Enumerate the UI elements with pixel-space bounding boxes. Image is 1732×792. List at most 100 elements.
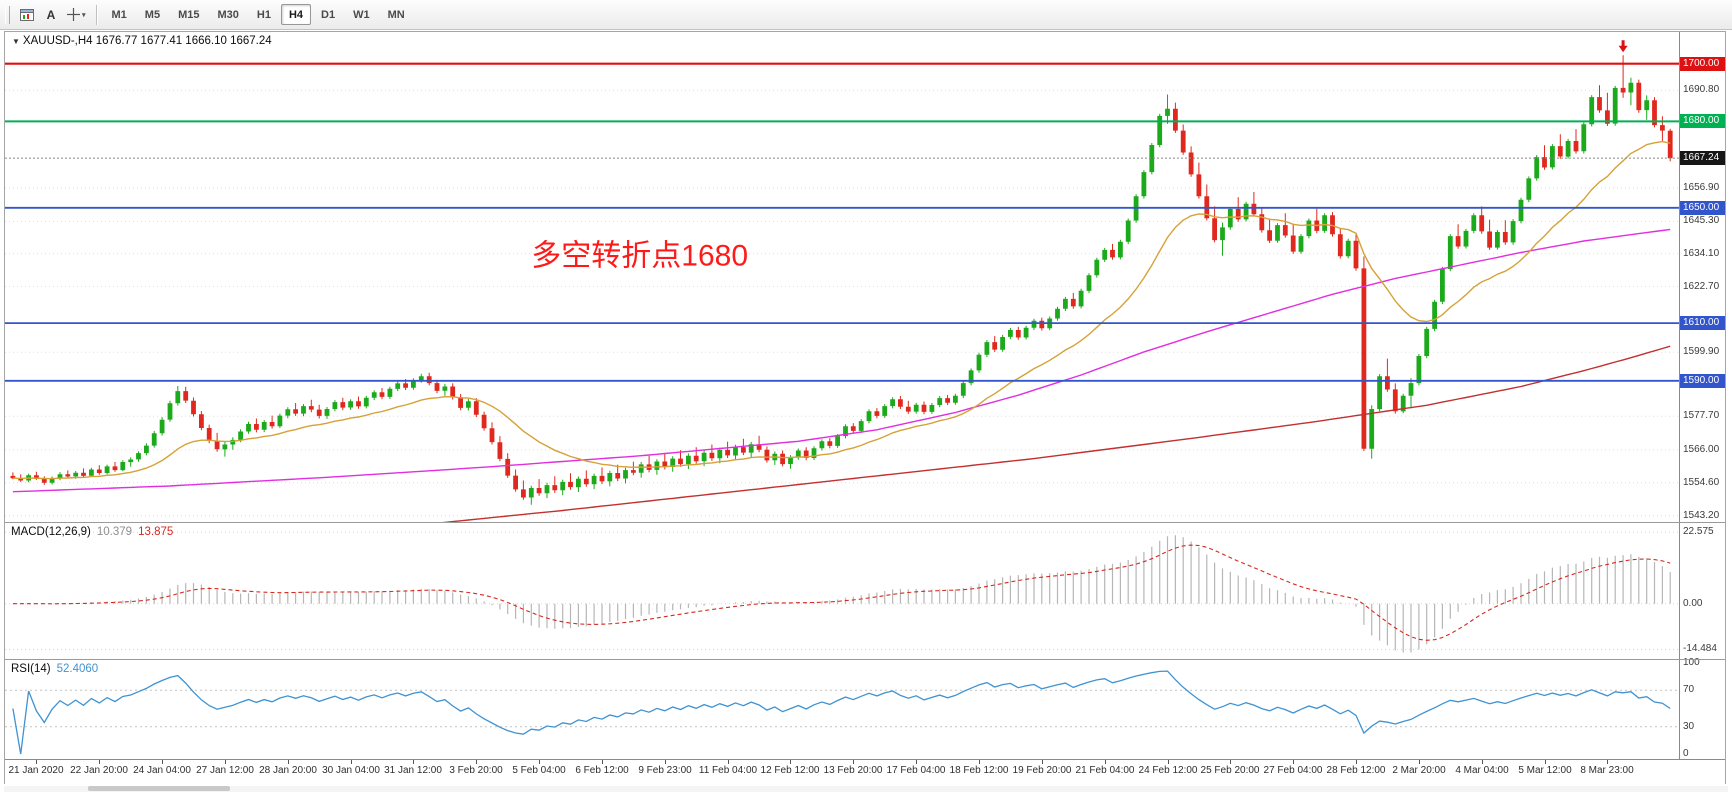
time-scale-label: 11 Feb 04:00 — [698, 765, 758, 776]
horizontal-scrollbar-thumb[interactable] — [88, 786, 230, 791]
price-scale-label: 1543.20 — [1683, 509, 1720, 521]
chevron-down-icon: ▾ — [82, 11, 86, 19]
mid-ma-line[interactable] — [12, 228, 1671, 493]
fast-ma-line[interactable] — [12, 140, 1671, 480]
time-scale-label: 28 Jan 20:00 — [259, 765, 317, 776]
time-tick-mark — [853, 760, 854, 764]
horizontal-scrollbar — [4, 786, 1728, 792]
text-tool-button[interactable]: A — [39, 4, 63, 26]
timeframe-button-m1[interactable]: M1 — [104, 4, 135, 25]
price-scale-label: 1566.00 — [1683, 443, 1720, 455]
price-chart-canvas[interactable]: 多空转折点1680 — [5, 32, 1682, 522]
chart-annotation-text[interactable]: 多空转折点1680 — [531, 240, 748, 273]
timeframe-button-d1[interactable]: D1 — [313, 4, 343, 25]
time-scale-label: 19 Feb 20:00 — [1012, 765, 1072, 776]
text-tool-icon: A — [46, 7, 56, 22]
chart-window-icon — [20, 8, 34, 21]
time-scale-label: 24 Jan 04:00 — [133, 765, 191, 776]
slow-ma-line[interactable] — [13, 345, 1671, 522]
time-scale-label: 8 Mar 23:00 — [1580, 765, 1634, 776]
time-tick-mark — [665, 760, 666, 764]
time-scale-label: 12 Feb 12:00 — [760, 765, 820, 776]
time-scale-label: 9 Feb 23:00 — [638, 765, 692, 776]
price-scale-badge: 1680.00 — [1680, 114, 1725, 129]
rsi-scale-label: 100 — [1683, 657, 1700, 668]
timeframe-button-h4[interactable]: H4 — [280, 4, 312, 25]
pane-separator-rsi[interactable] — [5, 659, 1725, 660]
price-scale-label: 1554.60 — [1683, 476, 1720, 488]
ohlc-values-label: 1676.77 1677.41 1666.10 1667.24 — [95, 35, 272, 47]
time-tick-mark — [225, 760, 226, 764]
price-scale-label: 1645.30 — [1683, 215, 1720, 227]
time-scale-label: 27 Jan 12:00 — [196, 765, 254, 776]
macd-label: MACD(12,26,9) 10.379 13.875 — [11, 526, 173, 538]
macd-signal-value: 13.875 — [138, 526, 174, 538]
time-tick-mark — [979, 760, 980, 764]
top-toolbar: A ▾ M1 M5 M15 M30 H1 H4 D1 W1 MN — [0, 0, 1732, 30]
pane-separator-macd[interactable] — [5, 522, 1725, 523]
time-scale-label: 2 Mar 20:00 — [1392, 765, 1446, 776]
price-scale[interactable]: 1690.80 1656.90 1645.30 1634.10 1622.70 1599.… — [1679, 32, 1725, 759]
sell-arrow-marker[interactable] — [1618, 40, 1628, 53]
chart-frame: 多空转折点1680 ▼ XAUUSD-,H4 1676.77 1677.41 16… — [4, 31, 1726, 784]
timeframe-button-w1[interactable]: W1 — [345, 4, 378, 25]
timeframe-button-m15[interactable]: M15 — [170, 4, 207, 25]
time-tick-mark — [1607, 760, 1608, 764]
time-scale-label: 4 Mar 04:00 — [1455, 765, 1509, 776]
macd-scale-label: -14.484 — [1683, 643, 1717, 655]
time-tick-mark — [916, 760, 917, 764]
macd-signal-line — [12, 544, 1671, 641]
time-scale-label: 31 Jan 12:00 — [384, 765, 442, 776]
time-scale-label: 5 Feb 04:00 — [512, 765, 566, 776]
timeframe-button-mn[interactable]: MN — [380, 4, 413, 25]
rsi-line — [12, 670, 1671, 755]
macd-chart-canvas[interactable] — [5, 523, 1682, 659]
rsi-pane — [5, 660, 1682, 759]
time-tick-mark — [413, 760, 414, 764]
price-scale-label: 1690.80 — [1683, 84, 1720, 96]
time-tick-mark — [99, 760, 100, 764]
price-scale-label: 1634.10 — [1683, 247, 1720, 259]
time-scale-label: 30 Jan 04:00 — [322, 765, 380, 776]
time-tick-mark — [1293, 760, 1294, 764]
price-scale-label: 1577.70 — [1683, 410, 1720, 422]
time-tick-mark — [1545, 760, 1546, 764]
price-scale-badge: 1610.00 — [1680, 316, 1725, 331]
rsi-scale-label: 70 — [1683, 684, 1695, 696]
toolbar-grip[interactable] — [5, 5, 10, 24]
time-tick-mark — [1356, 760, 1357, 764]
timeframe-button-h1[interactable]: H1 — [249, 4, 279, 25]
rsi-scale-label: 30 — [1683, 720, 1695, 732]
time-scale-label: 17 Feb 04:00 — [886, 765, 946, 776]
time-tick-mark — [728, 760, 729, 764]
rsi-name: RSI(14) — [11, 663, 51, 675]
macd-pane — [5, 523, 1682, 659]
macd-histogram — [20, 535, 1671, 653]
time-scale-label: 28 Feb 12:00 — [1326, 765, 1386, 776]
time-tick-mark — [1168, 760, 1169, 764]
timeframe-button-m5[interactable]: M5 — [137, 4, 168, 25]
rsi-chart-canvas[interactable] — [5, 660, 1682, 759]
time-tick-mark — [288, 760, 289, 764]
macd-name: MACD(12,26,9) — [11, 526, 91, 538]
time-scale-label: 3 Feb 20:00 — [449, 765, 503, 776]
time-scale[interactable]: 21 Jan 2020 22 Jan 20:00 24 Jan 04:00 27 Ja… — [5, 759, 1725, 784]
time-scale-label: 27 Feb 04:00 — [1263, 765, 1323, 776]
time-tick-mark — [1230, 760, 1231, 764]
time-scale-label: 22 Jan 20:00 — [70, 765, 128, 776]
time-scale-label: 24 Feb 12:00 — [1138, 765, 1198, 776]
time-scale-label: 5 Mar 12:00 — [1518, 765, 1572, 776]
price-scale-badge: 1700.00 — [1680, 56, 1725, 71]
collapse-triangle-icon[interactable]: ▼ — [12, 37, 20, 46]
price-scale-label: 1656.90 — [1683, 181, 1720, 193]
time-tick-mark — [539, 760, 540, 764]
time-tick-mark — [162, 760, 163, 764]
price-scale-label: 1622.70 — [1683, 280, 1720, 292]
rsi-label: RSI(14) 52.4060 — [11, 663, 98, 675]
crosshair-tool-dropdown[interactable]: ▾ — [63, 4, 90, 26]
price-scale-label: 1599.90 — [1683, 346, 1720, 358]
chart-window-icon-button[interactable] — [15, 4, 39, 26]
time-tick-mark — [476, 760, 477, 764]
timeframe-button-m30[interactable]: M30 — [209, 4, 246, 25]
